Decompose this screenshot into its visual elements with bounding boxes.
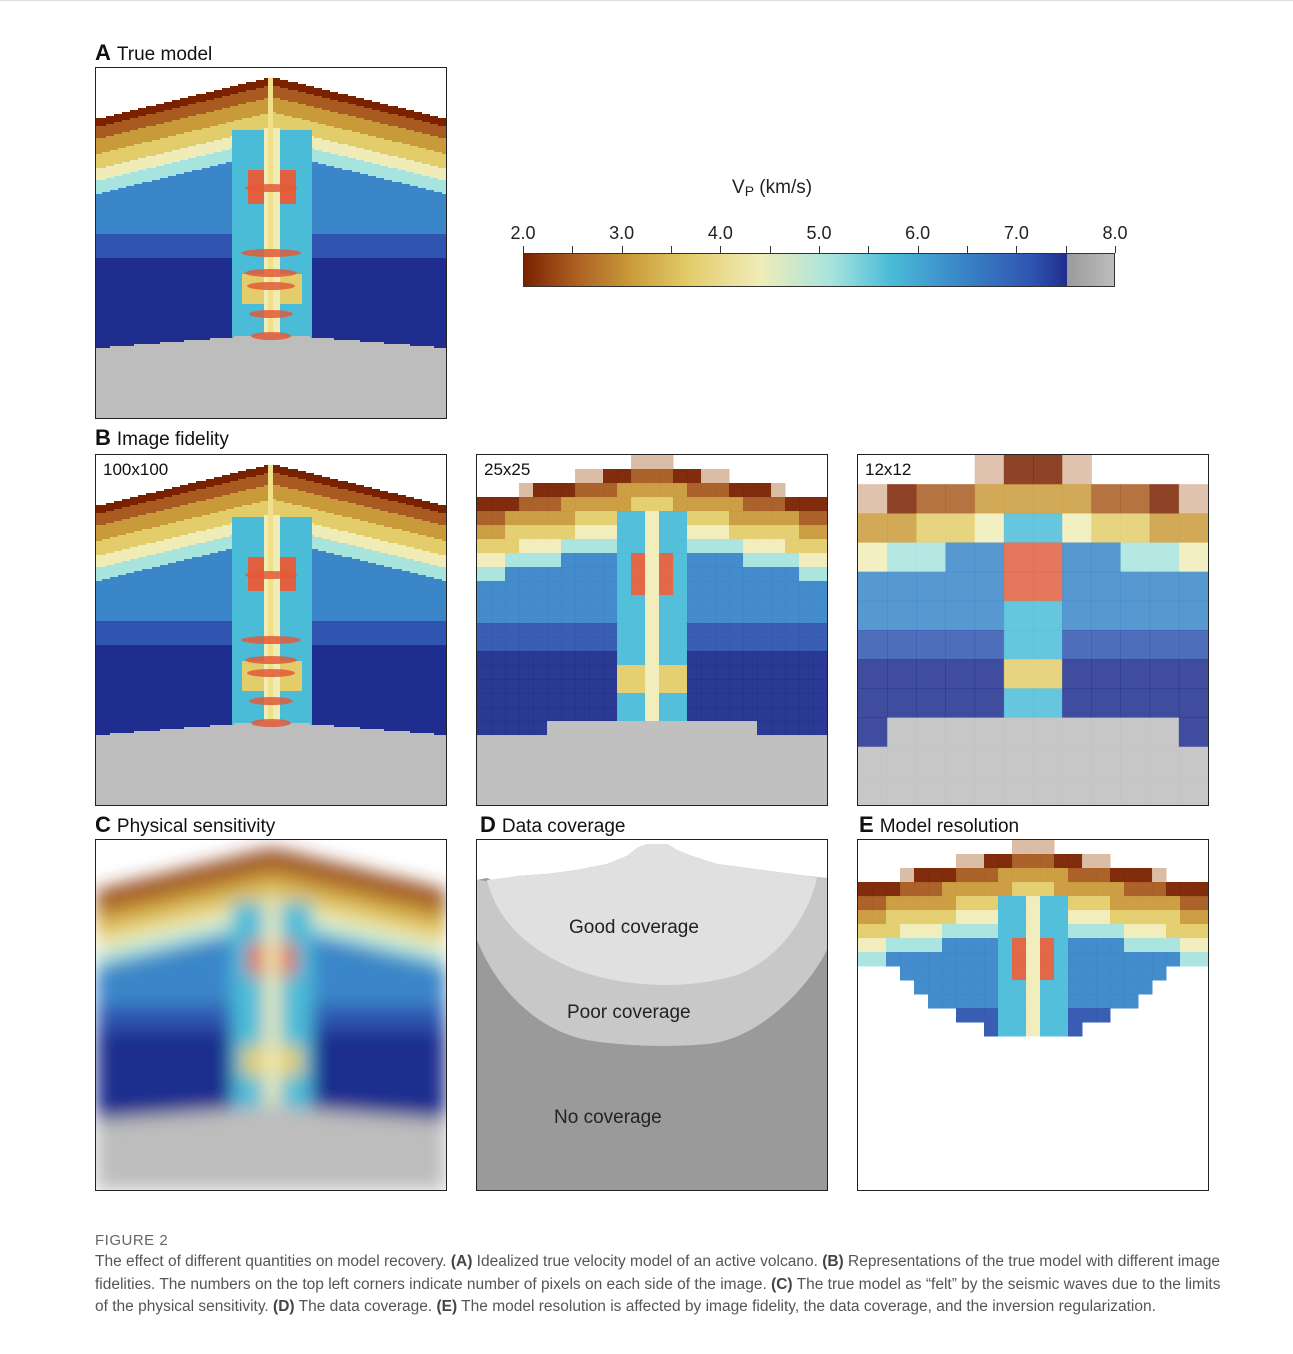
fidelity-12-label: 12x12 bbox=[865, 460, 912, 479]
true-model-image bbox=[96, 68, 446, 418]
panel-a-title: True model bbox=[116, 44, 213, 65]
colorbar-tick-mark bbox=[1065, 246, 1067, 253]
colorbar-title: VP (km/s) bbox=[732, 177, 812, 199]
fidelity-100-image bbox=[96, 455, 446, 805]
no-coverage-label: No coverage bbox=[554, 1107, 662, 1128]
sensitivity-image bbox=[96, 840, 446, 1190]
top-rule bbox=[0, 0, 1293, 1]
colorbar-tick-label: 7.0 bbox=[1003, 223, 1029, 243]
poor-coverage-label: Poor coverage bbox=[567, 1002, 691, 1023]
panel-c-title: Physical sensitivity bbox=[116, 816, 276, 837]
colorbar-tick-mark bbox=[769, 246, 771, 253]
panel-b-12x12: 12x12 bbox=[857, 454, 1209, 806]
fidelity-12-image bbox=[858, 455, 1208, 805]
velocity-colorbar bbox=[523, 253, 1115, 287]
good-coverage-region bbox=[487, 844, 817, 986]
colorbar-tick-label: 3.0 bbox=[609, 223, 635, 243]
caption-text: Representations of the true model with d… bbox=[95, 1253, 1220, 1293]
caption-text: The effect of different quantities on mo… bbox=[95, 1253, 451, 1270]
panel-d-title: Data coverage bbox=[501, 816, 626, 837]
colorbar-tick-label: 8.0 bbox=[1102, 223, 1128, 243]
colorbar-tick-mark bbox=[1016, 246, 1018, 253]
colorbar-title-unit: (km/s) bbox=[754, 177, 813, 198]
colorbar-tick-label: 5.0 bbox=[806, 223, 832, 243]
panel-b-25x25: 25x25 bbox=[476, 454, 828, 806]
colorbar-tick-label: 2.0 bbox=[510, 223, 536, 243]
good-coverage-label: Good coverage bbox=[569, 917, 699, 938]
caption-panel-ref: (D) bbox=[273, 1298, 295, 1315]
panel-a-true-model bbox=[95, 67, 447, 419]
panel-b-label: B Image fidelity bbox=[95, 425, 229, 451]
panel-b-title: Image fidelity bbox=[116, 429, 229, 450]
coverage-image bbox=[477, 840, 827, 1190]
figure-caption: The effect of different quantities on mo… bbox=[95, 1251, 1235, 1319]
panel-b-100x100: 100x100 bbox=[95, 454, 447, 806]
fidelity-100-label: 100x100 bbox=[103, 460, 169, 479]
panel-c-letter: C bbox=[95, 812, 111, 837]
caption-panel-ref: (E) bbox=[436, 1298, 458, 1315]
caption-text: The model resolution is affected by imag… bbox=[457, 1298, 1156, 1315]
colorbar-tick-label: 4.0 bbox=[707, 223, 733, 243]
caption-text: Idealized true velocity model of an acti… bbox=[472, 1253, 823, 1270]
colorbar-tick-mark bbox=[868, 246, 870, 253]
panel-e-resolution bbox=[857, 839, 1209, 1191]
colorbar-tick-mark bbox=[671, 246, 672, 253]
panel-a-label: A True model bbox=[95, 40, 212, 66]
panel-d-coverage: Good coverage Poor coverage No coverage bbox=[476, 839, 828, 1191]
caption-panel-ref: (A) bbox=[450, 1253, 473, 1270]
colorbar-tick-mark bbox=[819, 246, 820, 253]
colorbar-tick-mark bbox=[621, 246, 623, 253]
colorbar-title-main: V bbox=[732, 177, 745, 198]
resolution-image bbox=[858, 840, 1208, 1190]
colorbar-tick-mark bbox=[1115, 246, 1116, 253]
panel-d-letter: D bbox=[480, 812, 496, 837]
caption-panel-ref: (C) bbox=[771, 1275, 793, 1293]
panel-c-label: C Physical sensitivity bbox=[95, 812, 275, 838]
colorbar-tick-mark bbox=[572, 246, 574, 253]
colorbar-title-sub: P bbox=[744, 183, 755, 199]
panel-a-letter: A bbox=[95, 40, 111, 65]
panel-e-label: E Model resolution bbox=[859, 812, 1019, 838]
caption-panel-ref: (B) bbox=[822, 1253, 844, 1270]
panel-c-sensitivity bbox=[95, 839, 447, 1191]
panel-e-letter: E bbox=[859, 812, 874, 837]
figure-number: FIGURE 2 bbox=[95, 1232, 169, 1249]
caption-text: The true model as “felt” by the seismic … bbox=[95, 1275, 1221, 1316]
colorbar-tick-mark bbox=[967, 246, 968, 253]
caption-text: The data coverage. bbox=[294, 1298, 437, 1315]
fidelity-25-label: 25x25 bbox=[484, 460, 531, 479]
panel-d-label: D Data coverage bbox=[480, 812, 625, 838]
panel-e-title: Model resolution bbox=[879, 816, 1020, 837]
colorbar-tick-label: 6.0 bbox=[905, 223, 931, 243]
colorbar-tick-mark bbox=[523, 246, 524, 253]
colorbar-tick-mark bbox=[720, 246, 722, 253]
panel-b-letter: B bbox=[95, 425, 111, 450]
colorbar-tick-mark bbox=[917, 246, 919, 253]
fidelity-25-image bbox=[477, 455, 827, 805]
